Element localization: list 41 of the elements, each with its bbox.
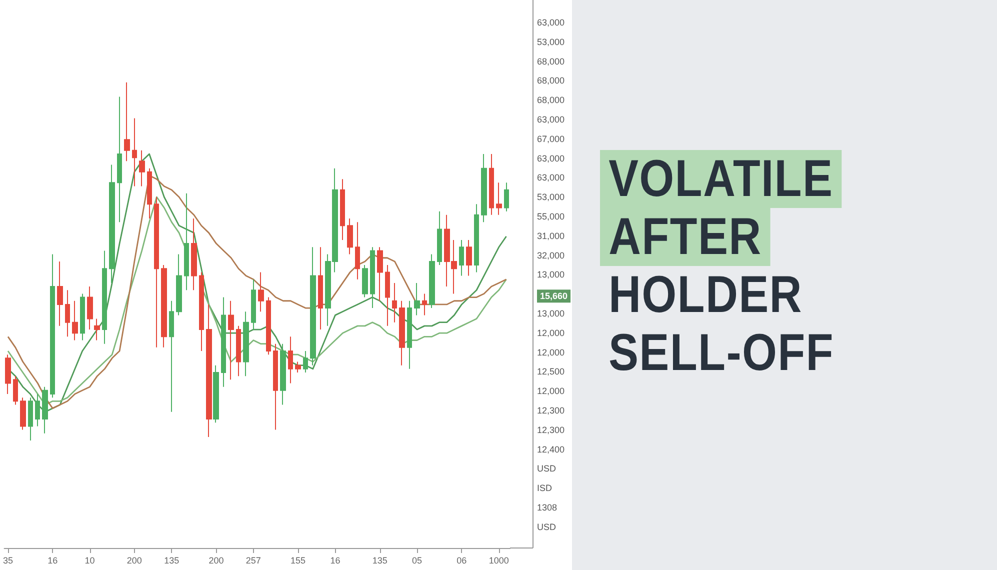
x-tick-label: 10 — [84, 556, 95, 566]
text: 13,000 — [537, 270, 565, 280]
text: 32,000 — [537, 250, 565, 260]
text: 15,660 — [540, 291, 568, 302]
text: 53,000 — [537, 192, 565, 202]
x-tick-label: 200 — [126, 556, 142, 566]
text: 68,000 — [537, 56, 565, 66]
text: 12,000 — [537, 386, 565, 396]
text: 1308 — [537, 502, 558, 512]
text: 12,000 — [537, 347, 565, 358]
x-tick-label: 05 — [412, 556, 422, 566]
text: 12,000 — [537, 328, 565, 338]
text: 31,000 — [537, 230, 565, 241]
text: ISD — [537, 483, 553, 494]
text: VOLATILE AFTER HOLDER SELL-OFF — [608, 150, 836, 382]
text: 12,300 — [537, 406, 565, 416]
text: 12,400 — [537, 444, 565, 454]
x-tick-label: 16 — [330, 556, 340, 566]
text: 13,000 — [537, 308, 565, 318]
x-tick-label: 135 — [372, 556, 388, 566]
text: USD — [537, 464, 556, 474]
text: 55,000 — [537, 212, 565, 222]
x-tick-label: 06 — [456, 556, 467, 566]
text: 63,000 — [537, 114, 565, 124]
text: 63,000 — [537, 18, 565, 28]
x-tick-label: 155 — [290, 556, 306, 566]
text: 12,300 — [537, 424, 565, 435]
x-tick-label: 1000 — [488, 556, 509, 566]
text: 68,000 — [537, 95, 565, 106]
text: 53,000 — [537, 36, 565, 47]
x-tick-label: 200 — [208, 556, 224, 566]
text: 67,000 — [537, 134, 565, 144]
x-tick-label: 135 — [164, 556, 180, 566]
text: 68,000 — [537, 76, 565, 86]
text: 63,000 — [537, 172, 565, 183]
x-tick-label: 35 — [2, 556, 13, 566]
text: 63,000 — [537, 153, 565, 164]
text: 12,500 — [537, 366, 565, 377]
text: USD — [537, 522, 556, 532]
x-tick-label: 257 — [246, 556, 261, 566]
x-tick-label: 16 — [48, 556, 58, 566]
